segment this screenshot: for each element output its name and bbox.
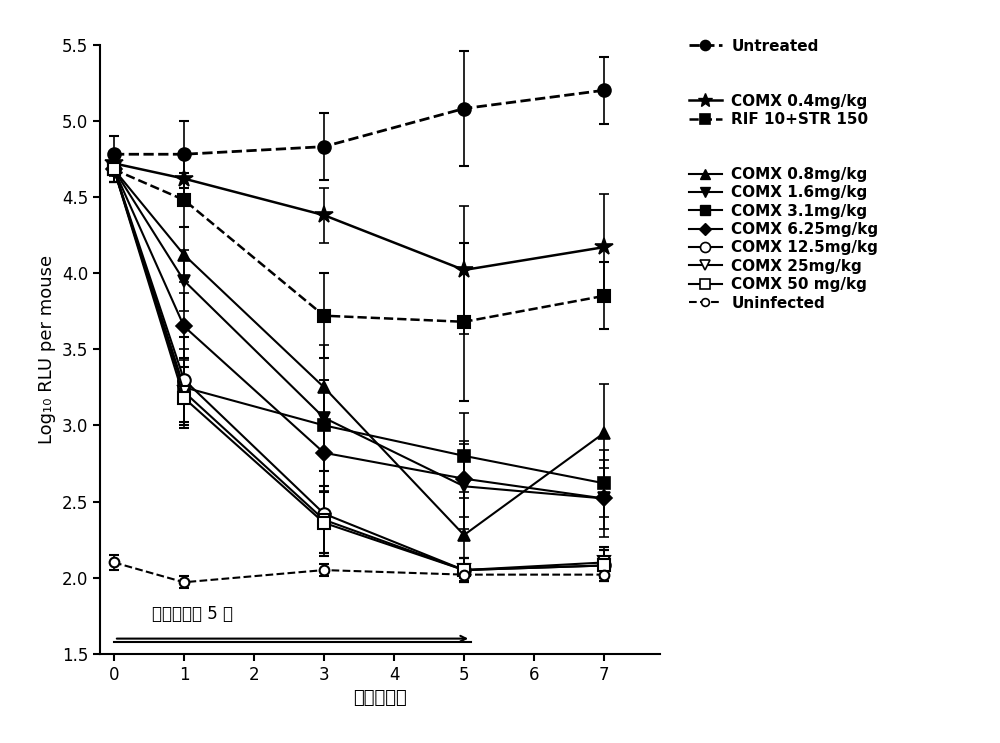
Legend: Untreated, , , COMX 0.4mg/kg, RIF 10+STR 150, , , COMX 0.8mg/kg, COMX 1.6mg/kg, : Untreated, , , COMX 0.4mg/kg, RIF 10+STR… [682, 33, 885, 317]
X-axis label: 时间（天）: 时间（天） [353, 690, 407, 707]
Y-axis label: Log₁₀ RLU per mouse: Log₁₀ RLU per mouse [38, 255, 56, 444]
Text: 各组仅治疗 5 天: 各组仅治疗 5 天 [152, 605, 234, 623]
